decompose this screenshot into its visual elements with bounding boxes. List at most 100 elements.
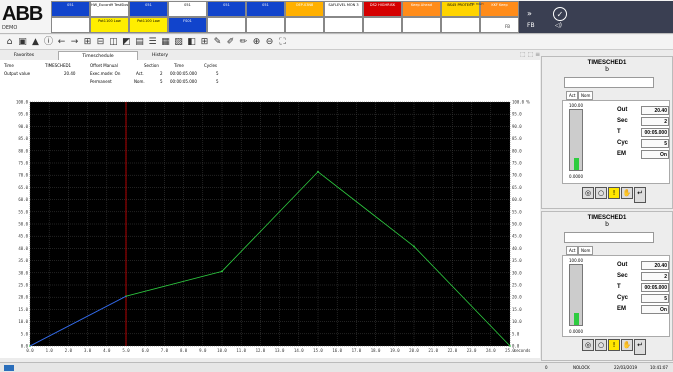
faceplate-2: TIMESCHED1 b Act Nom 100.00 0.0000 Out 2… bbox=[541, 211, 673, 361]
overview-icon[interactable]: ▣ bbox=[18, 37, 27, 47]
faceplate-mode-icon[interactable]: ◎ bbox=[582, 339, 594, 351]
y-tick-label: 20.0 bbox=[18, 295, 28, 300]
alarm-cell[interactable]: 051 bbox=[129, 1, 168, 17]
alarm-cell[interactable]: BS45 PROTECT bbox=[441, 1, 480, 17]
alarm-cell[interactable]: 051 bbox=[207, 1, 246, 17]
faceplate-circle-icon[interactable]: ○ bbox=[595, 339, 607, 351]
alarm-cell[interactable] bbox=[480, 17, 519, 33]
alarm-cell[interactable]: OEP-03N8 bbox=[285, 1, 324, 17]
home-icon[interactable]: ⌂ bbox=[6, 37, 13, 47]
info-icon[interactable]: ⓘ bbox=[43, 37, 53, 47]
alarm-cell[interactable] bbox=[363, 17, 402, 33]
alarm-cell[interactable]: KKF Keep bbox=[480, 1, 519, 17]
execmode-label: Exec.mode: On bbox=[90, 71, 121, 76]
trend-icon[interactable]: ⊞ bbox=[83, 37, 92, 47]
x-tick-label: 15.0 bbox=[313, 348, 323, 353]
status-bar: 0 NOLOCK 22/03/2019 10:41:07 bbox=[0, 362, 673, 372]
time-label: Time bbox=[4, 63, 14, 68]
alarm-cell[interactable]: DS2 HIGHRISK bbox=[363, 1, 402, 17]
alarm-cell[interactable]: 051 bbox=[51, 1, 90, 17]
row-value: On bbox=[641, 305, 669, 314]
zoom-in-icon[interactable]: ⊕ bbox=[252, 37, 261, 47]
faceplate-enter-icon[interactable]: ↵ bbox=[634, 339, 646, 355]
y-tick-label-right: 15.0 bbox=[512, 307, 522, 312]
alarm-cell[interactable]: SAFLEVEL MON 3 bbox=[324, 1, 363, 17]
faceplate-alert-icon[interactable]: ! bbox=[608, 187, 620, 199]
alarm-cell[interactable]: HW_Eucord9 TestSlow bbox=[90, 1, 129, 17]
x-tick-label: 18.0 bbox=[371, 348, 381, 353]
fullscreen-icon[interactable]: ⛶ bbox=[279, 37, 286, 47]
faceplate-circle-icon[interactable]: ○ bbox=[595, 187, 607, 199]
speaker-icon[interactable]: ◁) bbox=[555, 22, 562, 29]
alarm-cell[interactable] bbox=[285, 17, 324, 33]
alarm-cell[interactable] bbox=[441, 17, 480, 33]
faceplate-tab-act[interactable]: Act bbox=[566, 91, 579, 100]
y-tick-label-right: 95.0 bbox=[512, 112, 522, 117]
x-tick-label: 23.0 bbox=[467, 348, 477, 353]
row-value: 5 bbox=[641, 294, 669, 303]
faceplate-hand-icon[interactable]: ✋ bbox=[621, 187, 633, 199]
output-value: 20.40 bbox=[64, 71, 76, 76]
row-value: 20.40 bbox=[641, 106, 669, 115]
back-icon[interactable]: ← bbox=[57, 37, 66, 47]
alarm-cell[interactable] bbox=[207, 17, 246, 33]
more-button[interactable]: » bbox=[527, 9, 532, 18]
y-tick-label: 0.0 bbox=[21, 344, 29, 349]
alarm-cell[interactable] bbox=[246, 17, 285, 33]
alarm-icon[interactable]: ▲ bbox=[32, 37, 39, 47]
trend-svg[interactable]: 0.0 0.05.0 5.010.0 10.015.0 15.020.0 20.025.0… bbox=[0, 88, 540, 358]
y-tick-label-right: 80.0 bbox=[512, 148, 522, 153]
permanent-label: Permanent bbox=[90, 79, 112, 84]
display-icon[interactable]: ◫ bbox=[109, 37, 118, 47]
doc-icon[interactable]: ▤ bbox=[135, 37, 144, 47]
output-label: Output value bbox=[4, 71, 31, 76]
pen2-icon[interactable]: ✐ bbox=[226, 37, 235, 47]
start-button[interactable] bbox=[4, 365, 14, 371]
y-tick-label: 65.0 bbox=[18, 185, 28, 190]
faceplate-tab-act[interactable]: Act bbox=[566, 246, 579, 255]
y-tick-label: 40.0 bbox=[18, 246, 28, 251]
y-tick-label-right: 100.0 bbox=[512, 100, 525, 105]
alarm-cell[interactable] bbox=[402, 17, 441, 33]
act-cycles: 5 bbox=[216, 71, 219, 76]
faceplate-alert-icon[interactable]: ! bbox=[608, 339, 620, 351]
forward-icon[interactable]: → bbox=[70, 37, 79, 47]
faceplate-hand-icon[interactable]: ✋ bbox=[621, 339, 633, 351]
faceplate-tab-nom[interactable]: Nom bbox=[578, 246, 594, 255]
row-label: Cyc bbox=[617, 140, 629, 146]
list-icon[interactable]: ☰ bbox=[148, 37, 157, 47]
trend-chart[interactable]: 0.0 0.0 5.0 5.0 10.0 10.0 15.0 15.0 20.0 20.0 25.0… bbox=[0, 88, 540, 358]
y-tick-label: 30.0 bbox=[18, 270, 28, 275]
time-value: TIMESCHED1 bbox=[45, 63, 72, 68]
x-tick-label: 7.0 bbox=[161, 348, 169, 353]
grid-icon[interactable]: ⊞ bbox=[200, 37, 209, 47]
tab-favorites[interactable]: Favorites bbox=[13, 53, 35, 58]
zoom-out-icon[interactable]: ⊖ bbox=[265, 37, 274, 47]
tab-timeschedule[interactable]: Timeschedule bbox=[58, 51, 138, 60]
report-icon[interactable]: ▨ bbox=[174, 37, 183, 47]
faceplate-tab-nom[interactable]: Nom bbox=[578, 91, 594, 100]
faceplate-mode-icon[interactable]: ◎ bbox=[582, 187, 594, 199]
alarm-cell[interactable]: Pot1100 Low bbox=[90, 17, 129, 33]
faceplate-icon[interactable]: ⊟ bbox=[96, 37, 105, 47]
alarm-cell[interactable]: Pot1100 Low bbox=[129, 17, 168, 33]
check-icon[interactable]: ✓ bbox=[553, 7, 567, 21]
faceplate-enter-icon[interactable]: ↵ bbox=[634, 187, 646, 203]
row-value: On bbox=[641, 150, 669, 159]
alarm-cell[interactable]: FS01 bbox=[168, 17, 207, 33]
row-value: 5 bbox=[641, 139, 669, 148]
tab-history[interactable]: History bbox=[151, 53, 168, 58]
pen-icon[interactable]: ✎ bbox=[213, 37, 222, 47]
pen3-icon[interactable]: ✏ bbox=[239, 37, 248, 47]
table-icon[interactable]: ▦ bbox=[161, 37, 170, 47]
alarm-cell[interactable]: Keep Ahead bbox=[402, 1, 441, 17]
alarm-cell[interactable] bbox=[51, 17, 90, 33]
layout-icon[interactable]: ◧ bbox=[187, 37, 196, 47]
alarm-cell[interactable] bbox=[324, 17, 363, 33]
row-value: 20.40 bbox=[641, 261, 669, 270]
graph-icon[interactable]: ◩ bbox=[122, 37, 131, 47]
window-controls[interactable]: ⬚ ⬚ ≡ bbox=[520, 51, 541, 58]
alarm-cell[interactable]: 051 bbox=[168, 1, 207, 17]
nom-label: Nom. bbox=[134, 79, 145, 84]
alarm-cell[interactable]: 051 bbox=[246, 1, 285, 17]
